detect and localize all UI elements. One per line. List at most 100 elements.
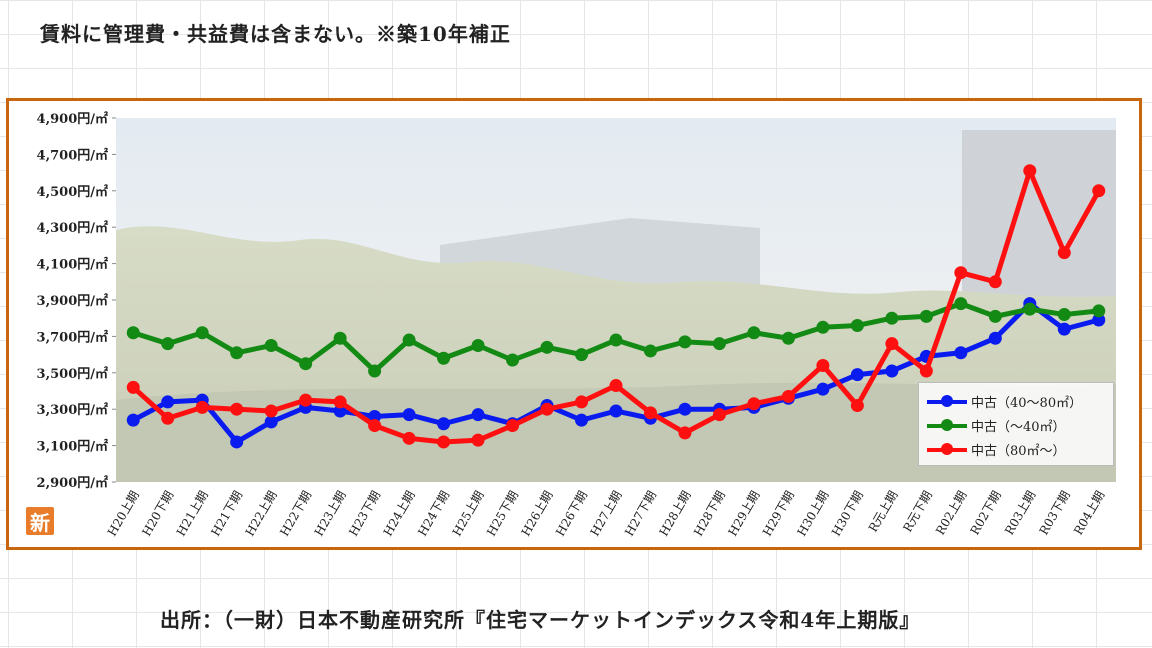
y-tick-label: 3,700円/㎡: [37, 329, 108, 345]
data-point: [299, 393, 313, 407]
x-tick-label: H28下期: [691, 489, 728, 539]
x-tick-label: H20下期: [139, 489, 176, 539]
data-point: [747, 397, 761, 411]
data-point: [471, 339, 485, 352]
data-point: [816, 359, 830, 373]
data-point: [816, 382, 830, 396]
data-point: [885, 311, 899, 325]
x-tick-label: H26上期: [519, 489, 556, 539]
data-point: [575, 348, 589, 362]
x-tick-label: H24下期: [415, 489, 452, 539]
x-tick-label: R02下期: [968, 488, 1004, 537]
y-tick-label: 3,300円/㎡: [37, 402, 108, 418]
new-badge-icon: 新: [26, 507, 54, 535]
data-point: [540, 340, 554, 354]
legend-swatch-red: [927, 443, 967, 455]
y-tick-label: 4,100円/㎡: [37, 257, 108, 273]
x-tick-label: H24上期: [381, 489, 418, 539]
data-point: [230, 435, 244, 449]
series-group: [126, 164, 1106, 449]
data-point: [885, 337, 899, 351]
y-tick-label: 3,100円/㎡: [37, 439, 108, 455]
series-layer: [126, 164, 1106, 449]
source-text: 出所：（一財）日本不動産研究所『住宅マーケットインデックス令和4年上期版』: [160, 608, 921, 632]
data-point: [402, 333, 416, 347]
x-tick-label: H21上期: [174, 489, 211, 539]
x-tick-label: H21下期: [208, 489, 245, 539]
data-point: [919, 364, 933, 378]
x-tick-label: H20上期: [105, 489, 142, 539]
legend-label: 中古（40～80㎡）: [971, 395, 1083, 411]
data-point: [954, 297, 968, 311]
data-point: [850, 318, 864, 332]
y-tick-label: 4,300円/㎡: [37, 220, 108, 236]
data-point: [816, 320, 830, 334]
data-point: [264, 415, 278, 429]
x-tick-label: H28上期: [657, 489, 694, 539]
data-point: [540, 402, 554, 416]
x-tick-label: H23下期: [346, 489, 383, 539]
data-point: [126, 380, 140, 394]
data-point: [609, 404, 623, 418]
data-point: [333, 404, 347, 418]
legend-item: 中古（～40㎡）: [927, 413, 1105, 437]
data-point: [161, 411, 175, 425]
x-tick-label: H30下期: [829, 489, 866, 539]
data-point: [678, 426, 692, 440]
data-point: [988, 275, 1002, 289]
legend-label: 中古（～40㎡）: [971, 419, 1066, 435]
data-point: [437, 351, 451, 365]
data-point: [264, 404, 278, 418]
data-point: [1023, 164, 1037, 178]
data-point: [609, 379, 623, 393]
y-axis: 2,900円/㎡ 3,100円/㎡ 3,300円/㎡ 3,500円/㎡ 3,700円/㎡…: [37, 111, 116, 491]
x-tick-label: H23上期: [312, 489, 349, 539]
data-point: [712, 408, 726, 422]
data-point: [850, 368, 864, 382]
x-tick-label: R03上期: [1002, 489, 1038, 538]
data-point: [126, 326, 140, 340]
data-point: [609, 333, 623, 347]
data-point: [195, 400, 209, 414]
x-tick-label: H22上期: [243, 489, 280, 539]
data-point: [471, 433, 485, 447]
x-tick-label: H27上期: [588, 489, 625, 539]
data-point: [678, 335, 692, 349]
data-point: [368, 364, 382, 378]
data-point: [230, 346, 244, 360]
data-point: [437, 417, 451, 431]
data-point: [954, 346, 968, 360]
x-tick-label: H25下期: [484, 489, 521, 539]
x-tick-label: H30上期: [794, 489, 831, 539]
x-tick-label: H22下期: [277, 489, 314, 539]
data-point: [781, 331, 795, 345]
legend-swatch-green: [927, 419, 967, 431]
data-point: [126, 413, 140, 427]
data-point: [161, 395, 175, 409]
x-tick-label: R03下期: [1037, 489, 1073, 538]
data-point: [988, 309, 1002, 323]
data-point: [1057, 246, 1071, 260]
y-tick-label: 3,500円/㎡: [37, 366, 108, 382]
y-tick-label: 4,500円/㎡: [37, 184, 108, 200]
data-point: [195, 326, 209, 340]
x-axis: H20上期H20下期H21上期H21下期H22上期H22下期H23上期H23下期…: [105, 488, 1108, 538]
x-tick-label: R02上期: [933, 489, 969, 538]
data-point: [747, 326, 761, 340]
data-point: [333, 331, 347, 345]
data-point: [1057, 322, 1071, 336]
series-group: [126, 297, 1106, 378]
legend-swatch-blue: [927, 395, 967, 407]
data-point: [161, 337, 175, 351]
x-tick-label: H25上期: [450, 489, 487, 539]
data-point: [919, 309, 933, 323]
data-point: [1092, 184, 1106, 198]
data-point: [1023, 302, 1037, 316]
data-point: [506, 419, 520, 433]
data-point: [885, 364, 899, 378]
y-tick-label: 3,900円/㎡: [37, 293, 108, 309]
data-point: [643, 406, 657, 420]
data-point: [230, 402, 244, 416]
data-point: [402, 431, 416, 445]
data-point: [954, 266, 968, 280]
